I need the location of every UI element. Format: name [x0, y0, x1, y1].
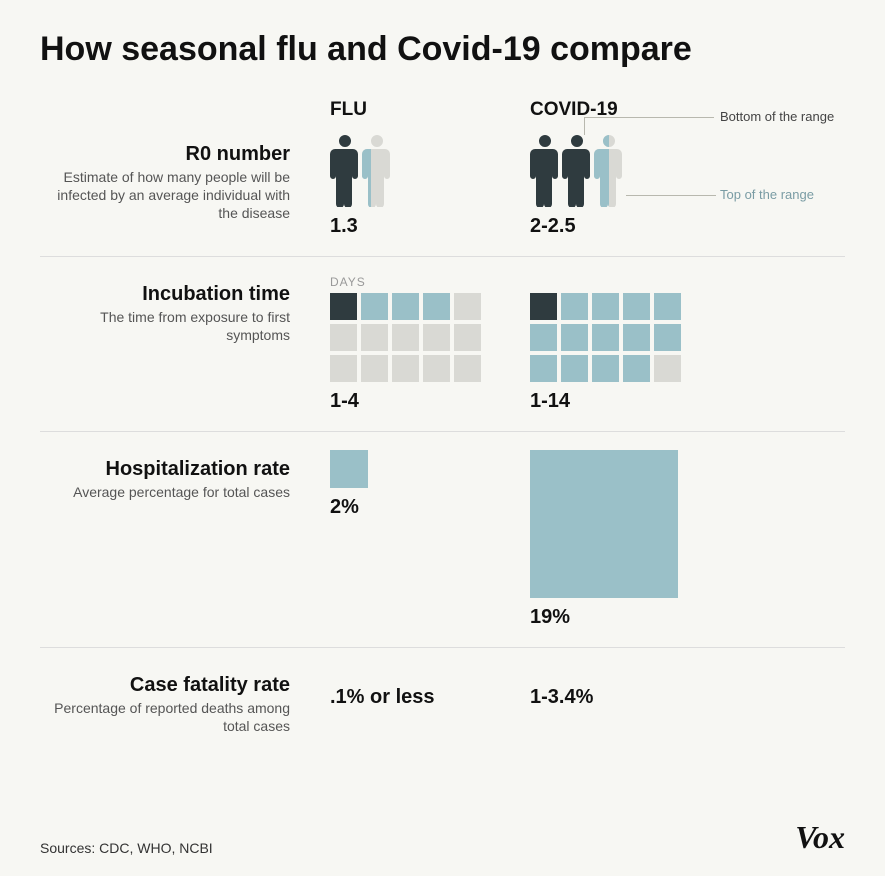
r0-flu-value: 1.3 [330, 215, 530, 238]
hosp-flu-square-icon [330, 450, 368, 488]
hosp-covid-value: 19% [530, 606, 845, 629]
row-incubation-title: Incubation time [40, 283, 290, 306]
row-fatality: Case fatality rate Percentage of reporte… [40, 648, 845, 753]
incubation-covid-value: 1-14 [530, 390, 845, 413]
row-hosp-subtitle: Average percentage for total cases [40, 483, 290, 501]
row-r0-title: R0 number [40, 143, 290, 166]
hosp-flu-value: 2% [330, 496, 530, 519]
annotation-top-range: Top of the range [720, 187, 814, 202]
fatality-flu-value: .1% or less [330, 686, 530, 709]
comparison-table: FLU COVID-19 R0 number Estimate of how m… [40, 99, 845, 753]
days-label: DAYS [330, 275, 530, 289]
row-hosp-title: Hospitalization rate [40, 458, 290, 481]
r0-covid-value: 2-2.5 [530, 215, 845, 238]
sources-text: Sources: CDC, WHO, NCBI [40, 840, 213, 856]
row-fatality-subtitle: Percentage of reported deaths among tota… [40, 699, 290, 735]
row-incubation-subtitle: The time from exposure to first symptoms [40, 308, 290, 344]
row-fatality-title: Case fatality rate [40, 674, 290, 697]
row-r0: R0 number Estimate of how many people wi… [40, 129, 845, 257]
incubation-flu-value: 1-4 [330, 390, 530, 413]
incubation-covid-grid [530, 293, 690, 382]
row-r0-subtitle: Estimate of how many people will be infe… [40, 168, 290, 223]
hosp-covid-square-icon [530, 450, 678, 598]
page-title: How seasonal flu and Covid-19 compare [40, 30, 845, 69]
row-hospitalization: Hospitalization rate Average percentage … [40, 432, 845, 648]
vox-logo: Vox [795, 819, 845, 856]
column-header-flu: FLU [330, 99, 530, 121]
r0-flu-people-icon [330, 135, 530, 207]
incubation-flu-grid [330, 293, 490, 382]
fatality-covid-value: 1-3.4% [530, 686, 845, 709]
row-incubation: Incubation time The time from exposure t… [40, 257, 845, 432]
annotation-bottom-range: Bottom of the range [720, 109, 834, 124]
